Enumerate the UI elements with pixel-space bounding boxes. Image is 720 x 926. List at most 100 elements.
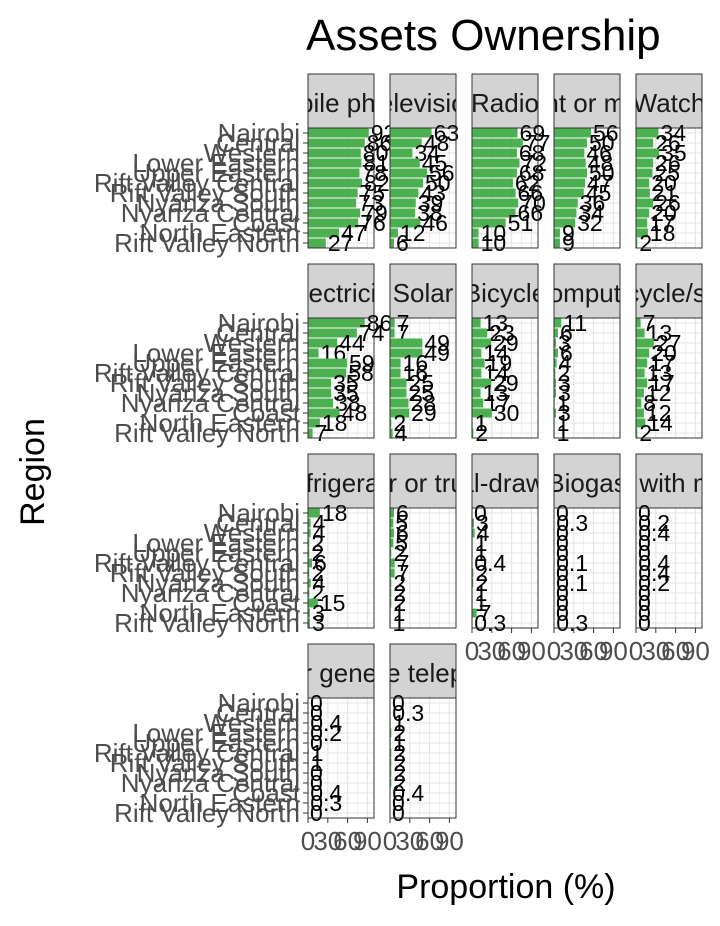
y-tick-label: Rift Valley North [114,228,300,258]
bar [472,149,517,158]
bar [472,349,481,358]
data-label: 46 [422,210,448,236]
y-axis-title: Region [14,418,52,526]
bar [308,199,356,208]
data-label: 3 [312,610,325,636]
bar [308,159,361,168]
facet-strip-label: Car or truck [355,468,492,498]
bar [308,379,331,388]
bar [554,209,576,218]
bar [308,209,360,218]
bar [308,129,369,138]
bar [472,169,517,178]
y-tick-label: Rift Valley North [114,798,300,828]
bar [308,319,365,328]
facet-panel: Refrigerator18442262421533NairobiCentral… [94,454,410,638]
data-label: 51 [508,210,534,236]
bar [308,399,333,408]
bar [390,359,401,368]
facet-strip-label: Electricity [285,278,396,308]
bar [472,199,518,208]
bar [308,349,319,358]
data-label: 29 [411,400,437,426]
bar [472,129,518,138]
bar [554,179,585,188]
data-label: 1 [557,420,570,446]
bar [472,139,523,148]
bar [636,319,641,328]
facet-strip-label: Refrigerator [272,468,410,498]
data-label: 4 [395,420,408,446]
facet-panel: Mobile phone928680817882757379764727Nair… [94,74,419,258]
bar [308,239,326,248]
data-label: 7 [315,420,328,446]
bar [390,189,418,198]
bar [390,389,407,398]
bar [554,149,584,158]
bar [554,139,587,148]
bar [636,369,645,378]
data-label: 0 [310,800,323,826]
x-axis-title: Proportion (%) [396,868,615,906]
data-label: 6 [396,230,409,256]
data-label: 0.3 [556,610,588,636]
bar [390,199,416,208]
facet-strip-label: Solar [393,278,454,308]
data-label: 18 [650,220,676,246]
data-label: 9 [562,230,575,256]
bar [390,149,412,158]
data-label: 32 [577,210,603,236]
data-label: 0 [392,800,405,826]
bar [554,159,586,168]
data-label: 1 [393,610,406,636]
facet-panel: Solar generator000.40.2011000.40.30Nairo… [94,644,431,856]
bar [390,239,394,248]
bar [390,329,395,338]
bar [554,199,578,208]
bar [308,179,362,188]
bar [390,179,423,188]
bar [554,349,558,358]
data-label: 30 [494,400,520,426]
bar [472,189,516,198]
data-label: 27 [328,230,354,256]
bar [308,359,347,368]
bar [636,169,653,178]
bar [308,169,359,178]
bar [636,219,647,228]
bar [390,339,422,348]
bar [636,349,649,358]
bar [308,389,331,398]
bar [390,559,395,568]
bar [390,159,420,168]
bar [636,359,647,368]
chart-title: Assets Ownership [306,11,661,60]
data-label: 2 [639,230,652,256]
bar [472,389,481,398]
bar [636,209,649,218]
facet-strip-label: Watch [633,88,706,118]
bar [636,179,649,188]
bar [472,239,479,248]
bar [472,329,487,338]
bar [554,239,560,248]
facet-strip-label: Radio [471,88,539,118]
bar [636,159,653,168]
facet-strip-label: Biogas [547,468,627,498]
data-label: 49 [424,340,450,366]
bar [472,319,481,328]
x-tick-label: 90 [681,636,710,666]
facet-panels: Mobile phone928680817882757379764727Nair… [94,74,720,856]
bar [636,139,653,148]
bar [308,429,313,438]
bar [390,319,395,328]
bar [472,159,520,168]
bar [636,409,644,418]
bar [472,369,481,378]
